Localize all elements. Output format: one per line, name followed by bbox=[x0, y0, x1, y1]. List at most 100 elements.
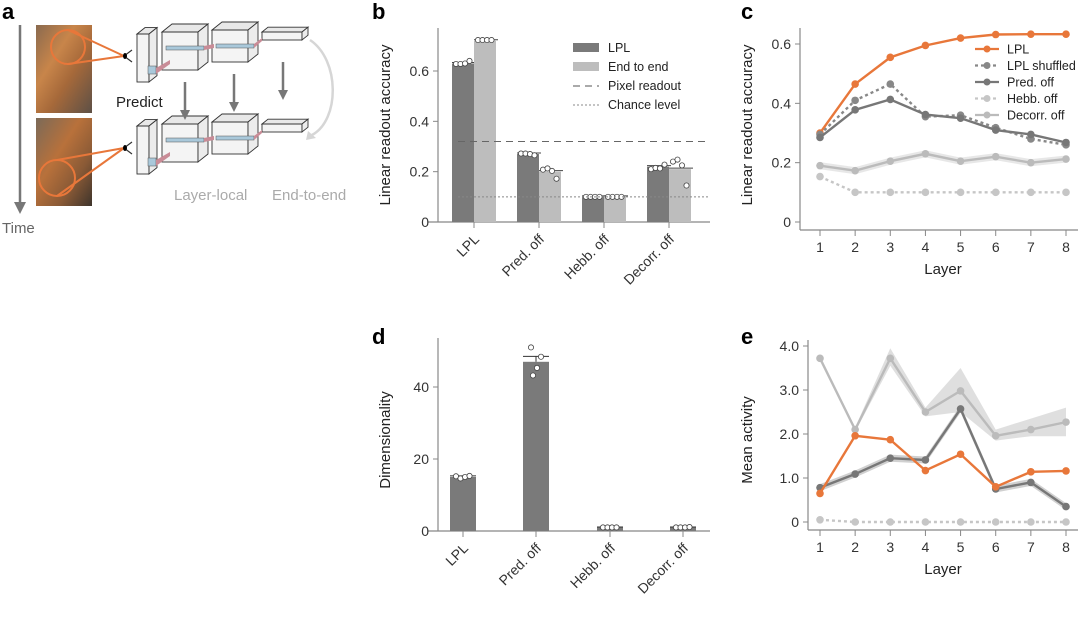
legend-label-chance-level: Chance level bbox=[608, 98, 680, 112]
data-point bbox=[683, 182, 690, 189]
series-point-pred-off bbox=[956, 114, 965, 122]
x-tick-label: 3 bbox=[886, 539, 894, 555]
series-point-decorr-off bbox=[921, 149, 930, 158]
y-tick-label: 0.4 bbox=[772, 95, 792, 111]
panel-a-diagram: Time bbox=[2, 21, 346, 237]
series-point-lpl bbox=[1062, 467, 1070, 475]
data-point bbox=[549, 167, 556, 174]
y-axis-label: Dimensionality bbox=[377, 391, 394, 489]
panel-label-c: c bbox=[741, 0, 753, 24]
legend-label-lpl: LPL bbox=[608, 41, 630, 55]
panel-e-chart: 0 1.0 2.0 3.0 4.0 1 2 3 4 5 6 7 8 Layer Mean activity bbox=[739, 338, 1078, 578]
series-point-decorr-off bbox=[1062, 155, 1070, 163]
y-tick-label: 2.0 bbox=[780, 426, 800, 442]
series-point-decorr-off bbox=[886, 157, 895, 165]
series-point-lpl bbox=[851, 80, 859, 88]
legend-label-lpl-shuffled: LPL shuffled bbox=[1007, 59, 1076, 73]
series-point-pred-off bbox=[816, 133, 824, 142]
data-point bbox=[613, 524, 620, 531]
y-axis-label: Linear readout accuracy bbox=[739, 44, 756, 205]
x-tick-label: 2 bbox=[851, 539, 859, 555]
x-tick-label: 4 bbox=[922, 539, 930, 555]
data-point bbox=[679, 162, 686, 169]
legend-marker-pred-off bbox=[983, 78, 991, 86]
y-axis-label: Linear readout accuracy bbox=[377, 44, 394, 205]
legend-label-end-to-end: End to end bbox=[608, 60, 669, 74]
x-tick-label: LPL bbox=[453, 231, 482, 260]
legend-label-hebb-off: Hebb. off bbox=[1007, 92, 1058, 106]
series-point-hebb-off bbox=[921, 518, 930, 526]
series-line-lpl-shuffled bbox=[819, 82, 1067, 147]
series-point-decorr-off bbox=[816, 354, 824, 363]
series-point-decorr-off bbox=[851, 166, 859, 175]
data-point bbox=[553, 175, 560, 182]
series-point-decorr-off bbox=[921, 408, 930, 416]
series-point-hebb-off bbox=[851, 518, 859, 526]
network-row-bottom bbox=[135, 113, 310, 175]
series-point-lpl bbox=[956, 450, 965, 459]
series-point-lpl-shuffled bbox=[886, 80, 895, 88]
feature-rod bbox=[165, 137, 205, 143]
x-tick-label: LPL bbox=[442, 540, 471, 569]
x-tick-label: Decorr. off bbox=[634, 540, 691, 597]
series-point-lpl-shuffled bbox=[851, 96, 859, 105]
panel-label-d: d bbox=[372, 324, 385, 349]
layer-block-top bbox=[260, 118, 310, 125]
end-to-end-label: End-to-end bbox=[272, 187, 346, 204]
data-point bbox=[466, 472, 473, 479]
x-tick-label: 7 bbox=[1027, 239, 1035, 255]
series-point-pred-off bbox=[991, 126, 1000, 134]
x-tick-label: Pred. off bbox=[499, 231, 548, 280]
data-point bbox=[531, 152, 538, 159]
layer-block-front bbox=[261, 31, 303, 41]
data-point bbox=[488, 37, 495, 44]
receptive-field bbox=[204, 136, 214, 142]
legend-label-lpl: LPL bbox=[1007, 43, 1029, 57]
time-label: Time bbox=[2, 220, 35, 237]
x-tick-label: 6 bbox=[992, 539, 1000, 555]
x-tick-label: 5 bbox=[957, 539, 965, 555]
legend-swatch-lpl bbox=[573, 43, 599, 52]
data-point bbox=[657, 165, 664, 172]
bar-lpl bbox=[517, 154, 539, 222]
series-point-hebb-off bbox=[956, 518, 965, 526]
data-point bbox=[528, 344, 535, 351]
y-tick-label: 1.0 bbox=[780, 470, 800, 486]
y-tick-label: 0.2 bbox=[410, 164, 430, 180]
bar-end-to-end bbox=[604, 196, 626, 222]
layer-block-front bbox=[261, 123, 303, 133]
layer-block-side bbox=[247, 21, 259, 63]
series-point-hebb-off bbox=[816, 516, 824, 524]
data-point bbox=[466, 57, 473, 64]
series-point-lpl bbox=[921, 466, 930, 475]
series-point-pred-off bbox=[851, 106, 859, 114]
panel-label-b: b bbox=[372, 0, 385, 24]
x-tick-label: 3 bbox=[886, 239, 894, 255]
series-point-hebb-off bbox=[921, 188, 930, 197]
series-point-lpl bbox=[816, 489, 824, 498]
predict-label: Predict bbox=[116, 94, 164, 111]
series-point-lpl bbox=[991, 483, 1000, 491]
series-point-lpl bbox=[1062, 30, 1070, 39]
series-point-lpl bbox=[1027, 30, 1035, 39]
network-row-top bbox=[135, 21, 310, 83]
x-tick-label: Decorr. off bbox=[620, 231, 677, 288]
series-point-hebb-off bbox=[816, 172, 824, 181]
series-point-hebb-off bbox=[1062, 188, 1070, 197]
series-point-decorr-off bbox=[851, 425, 859, 434]
layer-block-front bbox=[136, 125, 150, 175]
series-line-lpl bbox=[819, 33, 1066, 134]
panel-b-chart: 0 0.2 0.4 0.6 Linear readout accuracy LPL Pred… bbox=[377, 28, 710, 288]
series-point-hebb-off bbox=[1062, 518, 1070, 526]
series-point-decorr-off bbox=[886, 354, 895, 363]
x-tick-label: 7 bbox=[1027, 539, 1035, 555]
bar bbox=[450, 477, 476, 531]
series-point-lpl bbox=[991, 30, 1000, 39]
x-tick-label: Hebb. off bbox=[567, 540, 618, 591]
series-point-hebb-off bbox=[1027, 188, 1035, 197]
y-tick-label: 3.0 bbox=[780, 382, 800, 398]
series-point-pred-off bbox=[1027, 130, 1035, 139]
series-line-decorr-off bbox=[818, 355, 1067, 438]
series-point-lpl bbox=[851, 431, 859, 440]
